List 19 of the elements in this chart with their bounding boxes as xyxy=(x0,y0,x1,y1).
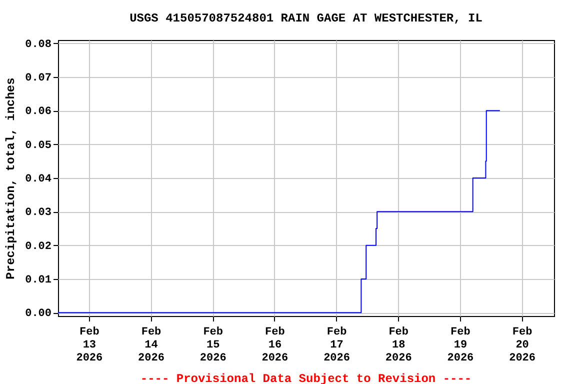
x-tick-label: Feb 13 2026 xyxy=(76,326,103,364)
y-tick-label: 0.08 xyxy=(25,38,52,51)
x-tick-label: Feb 16 2026 xyxy=(262,326,288,364)
x-tick-label: Feb 18 2026 xyxy=(385,326,412,364)
y-tick-label: 0.05 xyxy=(25,140,52,152)
y-tick-label: 0.04 xyxy=(25,174,52,186)
x-tick-label: Feb 17 2026 xyxy=(324,326,350,364)
y-tick-label: 0.06 xyxy=(25,106,52,118)
y-tick-label: 0.01 xyxy=(25,274,52,286)
y-axis-title: Precipitation, total, inches xyxy=(4,78,18,280)
chart-title: USGS 415057087524801 RAIN GAGE AT WESTCHESTER, IL xyxy=(130,11,482,26)
x-tick-label: Feb 15 2026 xyxy=(200,326,226,364)
x-tick-label: Feb 14 2026 xyxy=(138,326,164,364)
y-tick-label: 0.03 xyxy=(25,207,52,220)
y-tick-label: 0.02 xyxy=(25,240,52,253)
x-tick-label: Feb 20 2026 xyxy=(509,326,536,364)
y-tick-label: 0.07 xyxy=(25,72,52,85)
x-tick-label: Feb 19 2026 xyxy=(447,326,474,364)
y-tick-label: 0.00 xyxy=(25,308,52,320)
